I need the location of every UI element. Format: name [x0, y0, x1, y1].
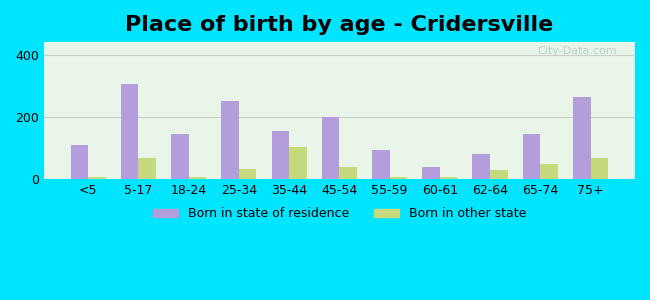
Bar [389, 177, 407, 179]
Bar [372, 150, 389, 179]
Bar [591, 158, 608, 179]
Bar [272, 131, 289, 179]
Text: City-Data.com: City-Data.com [538, 46, 618, 56]
Bar [138, 158, 156, 179]
Bar [188, 177, 206, 179]
Bar [490, 170, 508, 179]
Bar [88, 177, 106, 179]
Title: Place of birth by age - Cridersville: Place of birth by age - Cridersville [125, 15, 554, 35]
Bar [121, 84, 138, 179]
Bar [523, 134, 540, 179]
Bar [440, 177, 458, 179]
Bar [573, 97, 591, 179]
Bar [540, 164, 558, 179]
Bar [339, 167, 357, 179]
Bar [71, 145, 88, 179]
Bar [422, 167, 440, 179]
Bar [239, 169, 257, 179]
Bar [289, 147, 307, 179]
Bar [221, 101, 239, 179]
Bar [171, 134, 188, 179]
Bar [473, 154, 490, 179]
Bar [322, 117, 339, 179]
Legend: Born in state of residence, Born in other state: Born in state of residence, Born in othe… [148, 202, 531, 225]
